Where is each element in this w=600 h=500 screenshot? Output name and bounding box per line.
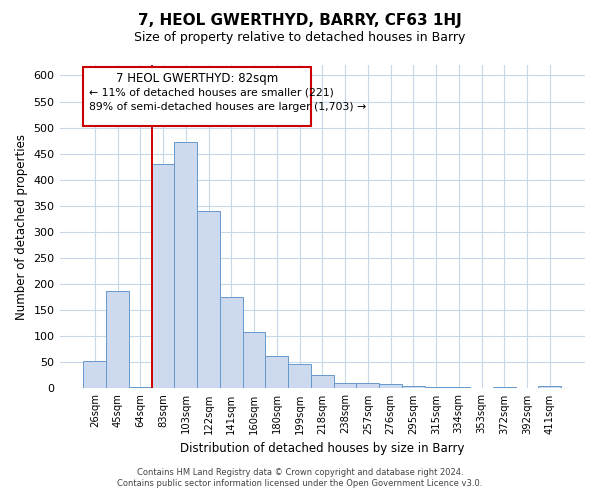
Bar: [265, 356, 288, 388]
Y-axis label: Number of detached properties: Number of detached properties: [15, 134, 28, 320]
Text: 7, HEOL GWERTHYD, BARRY, CF63 1HJ: 7, HEOL GWERTHYD, BARRY, CF63 1HJ: [138, 12, 462, 28]
Bar: [175, 142, 197, 388]
Bar: [242, 332, 265, 388]
Bar: [356, 382, 379, 388]
Text: ← 11% of detached houses are smaller (221): ← 11% of detached houses are smaller (22…: [89, 88, 334, 98]
Bar: [402, 386, 425, 388]
Bar: [311, 376, 334, 388]
Bar: [83, 361, 106, 388]
Bar: [425, 387, 448, 388]
Text: Size of property relative to detached houses in Barry: Size of property relative to detached ho…: [134, 31, 466, 44]
Bar: [334, 382, 356, 388]
Bar: [220, 297, 242, 388]
Bar: [379, 384, 402, 388]
Bar: [197, 211, 220, 388]
Text: Contains HM Land Registry data © Crown copyright and database right 2024.
Contai: Contains HM Land Registry data © Crown c…: [118, 468, 482, 487]
FancyBboxPatch shape: [83, 66, 311, 126]
Bar: [152, 164, 175, 388]
Bar: [288, 364, 311, 388]
Bar: [106, 291, 129, 388]
Text: 7 HEOL GWERTHYD: 82sqm: 7 HEOL GWERTHYD: 82sqm: [116, 72, 278, 85]
X-axis label: Distribution of detached houses by size in Barry: Distribution of detached houses by size …: [180, 442, 464, 455]
Bar: [538, 386, 561, 388]
Bar: [129, 387, 152, 388]
Text: 89% of semi-detached houses are larger (1,703) →: 89% of semi-detached houses are larger (…: [89, 102, 367, 112]
